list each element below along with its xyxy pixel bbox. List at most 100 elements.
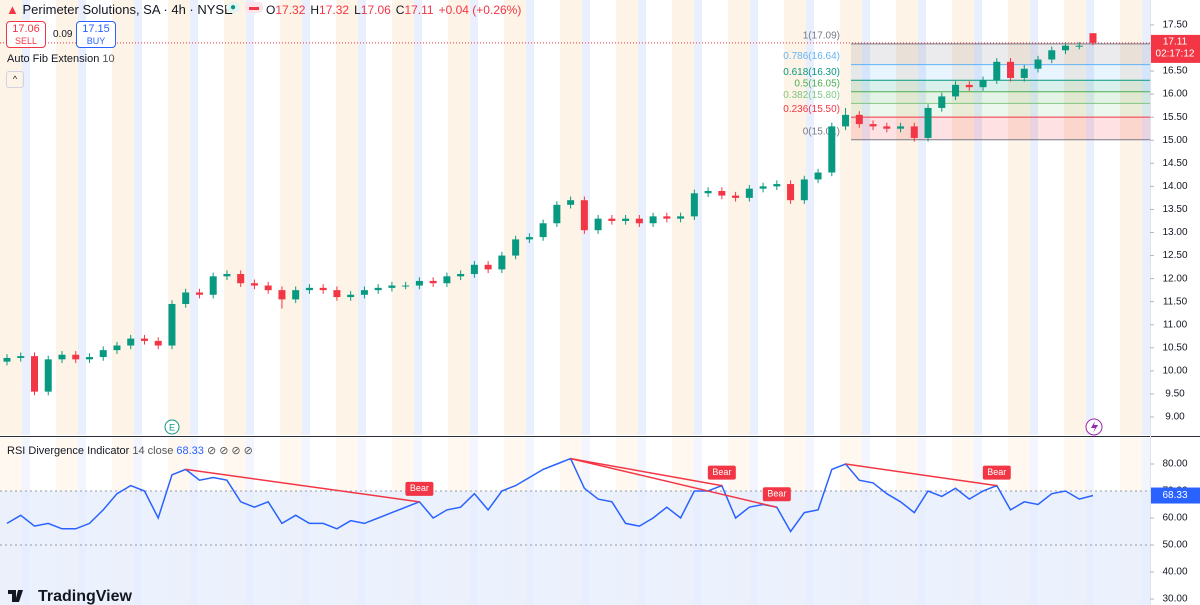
visibility-icons[interactable]: ⊘⊘⊘⊘ [206,445,256,457]
divergence-label: Bear [767,489,786,499]
candle-body [814,172,822,180]
candle-body [264,285,272,291]
candle-body [649,216,657,224]
alert-badge: ▬ [245,2,263,13]
candle-body [17,356,25,358]
fib-label: 0.236(15.50) [783,104,840,115]
rsi-indicator-label: RSI Divergence Indicator 14 close 68.33 … [7,444,256,457]
rsi-pane: 30.0040.0050.0060.0070.0080.00BearBearBe… [0,457,1200,605]
session-background [0,0,1150,435]
y-tick-label: 11.00 [1163,319,1188,330]
candle-body [745,188,753,198]
fib-zone [851,80,1150,92]
y-tick-label: 40.00 [1162,567,1187,578]
ohlc-key: L [354,3,361,17]
candle-body [30,356,38,392]
candle-body [374,287,382,291]
ohlc-value: 17.06 [360,3,391,17]
fib-label: 0.786(16.64) [783,51,840,62]
ohlc-key: C [395,3,405,17]
indicator-name: Auto Fib Extension [7,53,100,65]
candle-body [1075,45,1083,47]
candle-body [1089,33,1097,43]
change: +0.04 (+0.26%) [438,3,522,17]
sell-price: 17.06 [12,23,40,35]
candle-body [333,290,341,298]
y-tick-label: 10.00 [1162,366,1187,377]
fib-indicator-label: Auto Fib Extension 10 [7,53,115,65]
candle-body [140,338,148,341]
candle-body [663,216,671,219]
candle-body [869,124,877,127]
candle-body [195,292,203,295]
fib-label: 0.382(15.80) [783,90,840,101]
price-pane: 1(17.09) 0.786(16.64) 0.618(16.30)0.5(16.0… [0,20,1200,423]
y-tick-label: 12.50 [1162,250,1187,261]
y-tick-label: 15.50 [1162,112,1187,123]
candle-body [278,290,286,300]
ohlc-key: O [266,3,276,17]
candle-body [773,184,781,187]
rsi-value-box [1151,487,1200,504]
candle-body [113,345,121,351]
candle-body [787,184,795,201]
y-tick-label: 12.00 [1162,273,1187,284]
divergence-line [570,457,777,508]
candle-body [622,218,630,221]
candle-body [594,218,602,231]
candle-body [99,350,107,358]
candle-body [732,195,740,198]
y-tick-label: 13.50 [1162,204,1187,215]
candle-body [855,114,863,125]
dividend-icon [1085,418,1103,436]
spread: 0.09 [53,29,73,40]
divergence-label: Bear [410,483,429,493]
candle-body [305,287,313,291]
sell-button[interactable]: 17.06 SELL [6,21,46,48]
candle-body [72,354,80,360]
ohlc-value: 17.32 [275,3,306,17]
candle-body [759,186,767,189]
candle-body [910,126,918,138]
candle-body [85,357,93,360]
y-tick-label: 80.00 [1162,459,1187,470]
fib-label: 0.618(16.30) [783,67,840,78]
y-tick-label: 14.50 [1162,158,1187,169]
earnings-icon: E [164,419,180,435]
candle-body [883,126,891,129]
fib-zone [851,91,1150,104]
candle-body [470,264,478,275]
indicator-value: 68.33 [176,445,204,457]
candle-body [127,338,135,346]
candle-body [952,84,960,97]
rsi-line [6,457,1094,533]
candle-body [993,61,1001,81]
candle-body [319,287,327,291]
indicator-setting: 14 close [132,445,174,457]
candle-body [223,274,231,277]
candle-body [415,280,423,286]
sell-label: SELL [14,36,38,46]
last-price-box [1151,34,1200,63]
logo-mark: ▲ [6,2,19,17]
candle-body [429,280,437,284]
candle-body [1048,50,1056,60]
candle-body [58,354,66,360]
collapse-button[interactable]: ^ [6,71,24,88]
candle-body [938,96,946,108]
candle-body [402,285,410,287]
y-tick-label: 10.50 [1162,342,1187,353]
ohlc-value: 17.11 [404,3,434,17]
ohlc-key: H [310,3,320,17]
candle-body [965,84,973,88]
divergence-tag [982,465,1011,480]
candle-body [1007,61,1015,78]
candle-body [3,357,11,362]
candle-body [718,190,726,196]
candle-body [608,218,616,221]
candle-body [828,126,836,173]
rsi-band [0,491,1150,605]
y-tick-label: 50.00 [1162,540,1187,551]
buy-button[interactable]: 17.15 BUY [76,21,116,48]
